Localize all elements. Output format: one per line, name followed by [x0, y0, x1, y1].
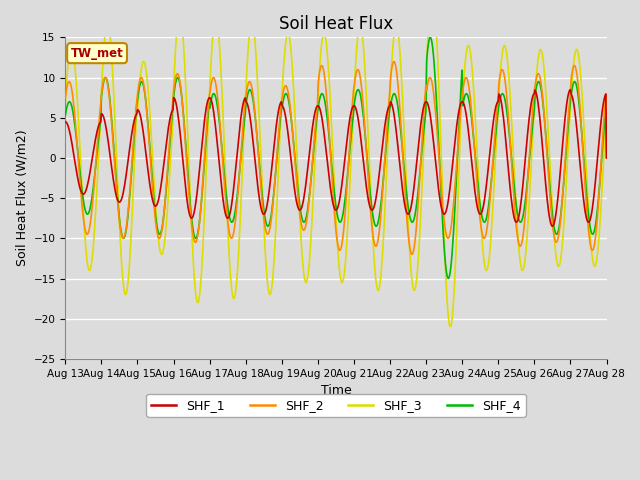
SHF_1	[211, 114, 218, 120]
SHF_3	[127, 239, 134, 245]
SHF_1	[182, 187, 189, 192]
SHF_4	[402, 180, 410, 186]
SHF_2	[71, 116, 79, 122]
SHF_2	[182, 145, 189, 151]
SHF_4	[603, 155, 611, 161]
SHF_4	[127, 180, 134, 185]
SHF_3	[603, 155, 611, 161]
SHF_3	[402, 163, 410, 168]
SHF_1	[566, 87, 574, 93]
SHF_2	[408, 252, 415, 257]
SHF_2	[127, 176, 134, 181]
SHF_1	[417, 117, 425, 123]
SHF_4	[417, 154, 425, 159]
SHF_4	[211, 91, 218, 97]
X-axis label: Time: Time	[321, 384, 351, 397]
SHF_4	[445, 276, 452, 281]
SHF_1	[548, 223, 556, 229]
Line: SHF_3: SHF_3	[65, 0, 607, 326]
SHF_1	[603, 155, 611, 161]
SHF_2	[403, 209, 410, 215]
Title: Soil Heat Flux: Soil Heat Flux	[279, 15, 393, 33]
SHF_2	[603, 155, 611, 161]
SHF_4	[71, 124, 79, 130]
SHF_3	[182, 84, 189, 89]
SHF_2	[61, 95, 69, 101]
SHF_1	[402, 206, 410, 212]
Line: SHF_4: SHF_4	[65, 37, 607, 278]
SHF_3	[417, 198, 425, 204]
SHF_3	[211, 19, 218, 24]
Text: TW_met: TW_met	[70, 47, 124, 60]
SHF_4	[182, 142, 189, 147]
Legend: SHF_1, SHF_2, SHF_3, SHF_4: SHF_1, SHF_2, SHF_3, SHF_4	[146, 394, 525, 417]
SHF_1	[61, 119, 69, 125]
Y-axis label: Soil Heat Flux (W/m2): Soil Heat Flux (W/m2)	[15, 130, 28, 266]
SHF_4	[427, 35, 435, 40]
SHF_3	[61, 101, 69, 107]
SHF_2	[211, 75, 218, 81]
SHF_1	[127, 137, 134, 143]
SHF_3	[446, 324, 454, 329]
SHF_4	[61, 113, 69, 119]
Line: SHF_1: SHF_1	[65, 90, 607, 226]
SHF_2	[419, 124, 427, 130]
SHF_1	[71, 160, 79, 166]
SHF_3	[71, 64, 79, 70]
Line: SHF_2: SHF_2	[65, 61, 607, 254]
SHF_2	[390, 59, 398, 64]
